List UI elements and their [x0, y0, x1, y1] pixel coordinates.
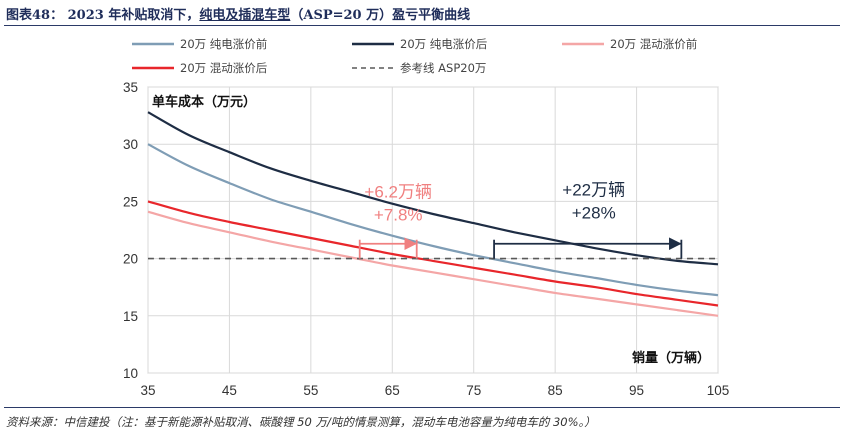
- y-tick-label: 35: [123, 80, 138, 95]
- x-tick-label: 45: [222, 383, 237, 398]
- legend-label-reference: 参考线 ASP20万: [400, 61, 486, 75]
- x-tick-label: 95: [629, 383, 644, 398]
- x-tick-label: 85: [548, 383, 563, 398]
- hybrid-annotation-percent: +7.8%: [374, 206, 423, 225]
- y-tick-label: 20: [123, 252, 138, 267]
- figure-title-rest: （ASP=20 万）盈亏平衡曲线: [290, 8, 471, 23]
- legend: 20万 纯电涨价前 20万 纯电涨价后 20万 混动涨价前 20万 混动涨价后 参考线 …: [132, 37, 697, 75]
- legend-label-hybrid-before: 20万 混动涨价前: [610, 37, 697, 51]
- x-tick-label: 75: [466, 383, 481, 398]
- figure-title-underlined: 纯电及插混车型: [199, 8, 291, 23]
- series-line-ev-before: [147, 143, 719, 297]
- y-tick-label: 15: [123, 309, 138, 324]
- axis-ticks: 10 15 20 25 30 35 35 45 55 65 75 85 95 105: [123, 80, 729, 398]
- figure-title: 图表48： 2023 年补贴取消下，纯电及插混车型（ASP=20 万）盈亏平衡曲…: [6, 4, 470, 23]
- annotations: +22万辆 +28% +6.2万辆 +7.8%: [358, 181, 683, 259]
- x-tick-label: 65: [385, 383, 400, 398]
- x-axis-label: 销量（万辆）: [632, 350, 710, 366]
- top-rule: [4, 25, 840, 26]
- x-tick-label: 55: [303, 383, 318, 398]
- series-line-hybrid-before: [147, 210, 719, 317]
- legend-label-hybrid-after: 20万 混动涨价后: [180, 61, 267, 75]
- legend-label-ev-before: 20万 纯电涨价前: [180, 37, 267, 51]
- y-tick-label: 10: [123, 366, 138, 381]
- ev-annotation-volume: +22万辆: [562, 181, 625, 200]
- legend-label-ev-after: 20万 纯电涨价后: [400, 37, 487, 51]
- gridlines: [147, 86, 719, 374]
- series-line-hybrid-after: [147, 200, 719, 307]
- figure-prefix: 图表48：: [6, 8, 64, 23]
- x-tick-label: 105: [707, 383, 730, 398]
- y-tick-label: 30: [123, 137, 138, 152]
- plot-area-frame: [147, 86, 719, 374]
- figure-title-plain: 2023 年补贴取消下，: [67, 8, 200, 23]
- bottom-rule: [4, 407, 840, 408]
- y-axis-label: 单车成本（万元）: [152, 94, 256, 110]
- ev-annotation-percent: +28%: [572, 204, 616, 223]
- y-tick-label: 25: [123, 194, 138, 209]
- source-note: 资料来源：中信建投（注：基于新能源补贴取消、碳酸锂 50 万/吨的情景测算，混动…: [6, 415, 596, 429]
- series-lines: [147, 111, 719, 317]
- hybrid-annotation-volume: +6.2万辆: [364, 183, 432, 202]
- x-tick-label: 35: [140, 383, 155, 398]
- series-line-ev-after: [147, 111, 719, 266]
